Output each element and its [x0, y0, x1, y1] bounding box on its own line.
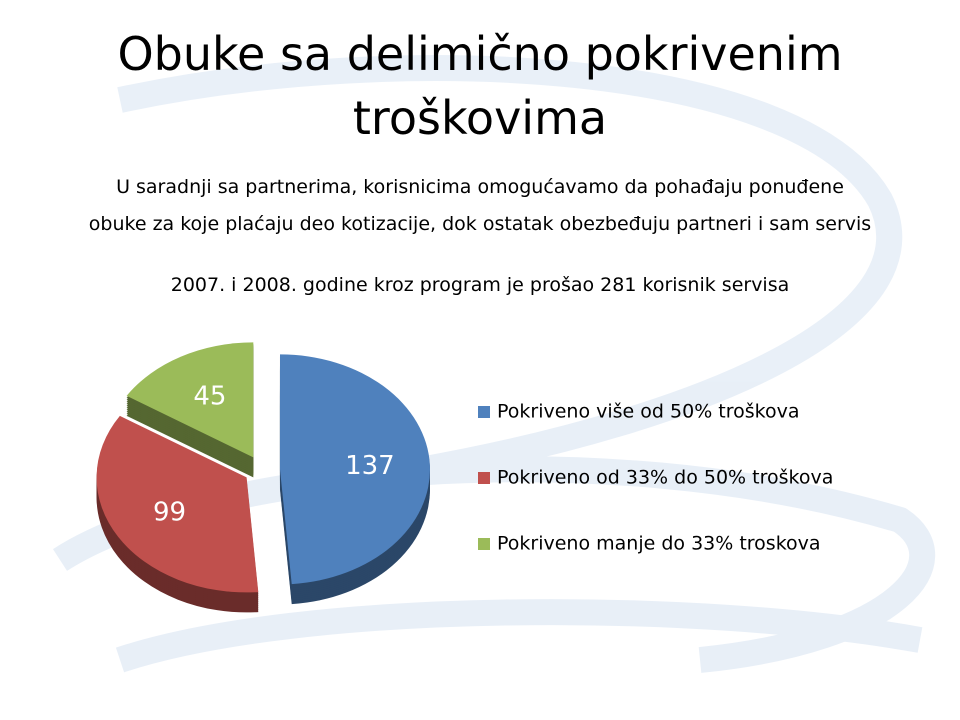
- legend-swatch: [478, 406, 490, 418]
- legend-label: Pokriveno od 33% do 50% troškova: [497, 467, 833, 489]
- legend-label: Pokriveno manje do 33% troskova: [497, 533, 821, 555]
- subtitle-line: obuke za koje plaćaju deo kotizacije, do…: [88, 213, 872, 235]
- legend-swatch: [478, 538, 490, 550]
- slice: [126, 342, 254, 458]
- note: 2007. i 2008. godine kroz program je pro…: [170, 274, 790, 296]
- subtitle-line: U saradnji sa partnerima, korisnicima om…: [116, 176, 844, 198]
- legend-label: Pokriveno više od 50% troškova: [497, 401, 800, 423]
- data-label: 137: [345, 451, 395, 481]
- legend-swatch: [478, 472, 490, 484]
- data-label: 45: [193, 381, 226, 411]
- title: Obuke sa delimično pokrivenim troškovima: [117, 27, 843, 145]
- data-label: 99: [153, 498, 186, 528]
- slice: [279, 354, 430, 585]
- slice: [96, 415, 259, 593]
